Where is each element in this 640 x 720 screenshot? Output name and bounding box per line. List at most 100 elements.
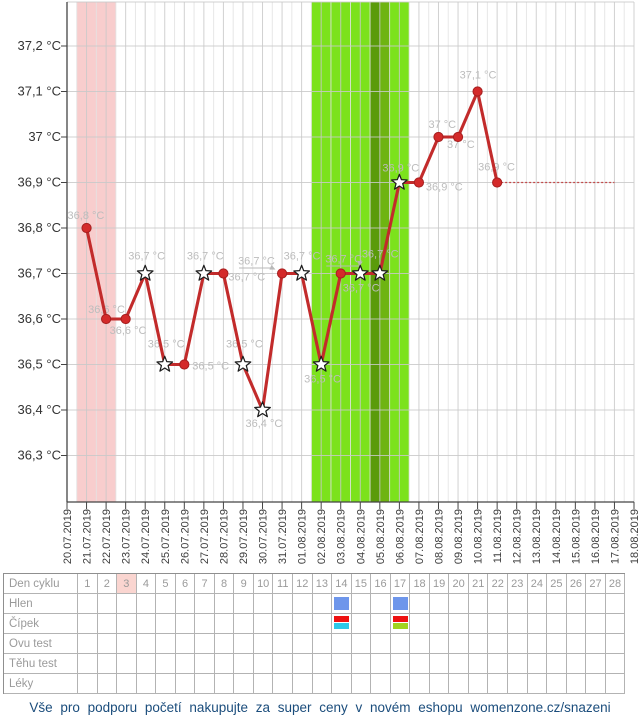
temp-point-06.08.2019[interactable] (390, 173, 408, 190)
ovu-test-day-19[interactable] (429, 634, 450, 654)
ovu-test-day-4[interactable] (136, 634, 157, 654)
-pek-day-15[interactable] (351, 614, 372, 634)
l-ky-day-11[interactable] (273, 674, 294, 694)
ovu-test-day-7[interactable] (195, 634, 215, 654)
-pek-day-19[interactable] (429, 614, 450, 634)
hlen-day-16[interactable] (371, 594, 391, 614)
hlen-day-7[interactable] (195, 594, 215, 614)
ovu-test-day-25[interactable] (547, 634, 567, 654)
ovu-test-day-22[interactable] (488, 634, 509, 654)
temp-point-03.08.2019[interactable] (335, 268, 346, 279)
t-hu-test-day-21[interactable] (468, 654, 489, 674)
t-hu-test-day-26[interactable] (566, 654, 587, 674)
temp-point-02.08.2019[interactable] (312, 355, 330, 372)
temp-point-25.07.2019[interactable] (156, 355, 174, 372)
ovu-test-day-8[interactable] (214, 634, 235, 654)
t-hu-test-day-13[interactable] (312, 654, 333, 674)
hlen-day-20[interactable] (449, 594, 469, 614)
temp-point-11.08.2019[interactable] (492, 177, 503, 188)
ovu-test-day-2[interactable] (97, 634, 118, 654)
temp-point-09.08.2019[interactable] (452, 131, 464, 143)
temp-point-27.07.2019[interactable] (195, 264, 213, 281)
t-hu-test-day-22[interactable] (488, 654, 509, 674)
hlen-day-23[interactable] (508, 594, 528, 614)
-pek-day-7[interactable] (195, 614, 215, 634)
t-hu-test-day-8[interactable] (214, 654, 235, 674)
t-hu-test-day-7[interactable] (195, 654, 215, 674)
t-hu-test-day-3[interactable] (117, 654, 137, 674)
hlen-day-9[interactable] (234, 594, 254, 614)
ovu-test-day-21[interactable] (468, 634, 489, 654)
hlen-day-8[interactable] (214, 594, 235, 614)
temp-point-07.08.2019[interactable] (413, 177, 425, 188)
temp-point-31.07.2019[interactable] (276, 268, 288, 279)
ovu-test-day-27[interactable] (586, 634, 606, 654)
l-ky-day-5[interactable] (156, 674, 176, 694)
t-hu-test-day-4[interactable] (136, 654, 157, 674)
promo-link[interactable]: Vše pro podporu početí nakupujte za supe… (29, 700, 611, 715)
ovu-test-day-1[interactable] (78, 634, 98, 654)
t-hu-test-day-1[interactable] (78, 654, 98, 674)
-pek-day-5[interactable] (156, 614, 176, 634)
ovu-test-day-14[interactable] (332, 634, 352, 654)
t-hu-test-day-20[interactable] (449, 654, 469, 674)
temp-point-21.07.2019[interactable] (81, 222, 92, 234)
-pek-day-9[interactable] (234, 614, 254, 634)
ovu-test-day-6[interactable] (175, 634, 196, 654)
temp-point-05.08.2019[interactable] (371, 264, 389, 281)
hlen-day-26[interactable] (566, 594, 587, 614)
ovu-test-day-17[interactable] (390, 634, 411, 654)
l-ky-day-7[interactable] (195, 674, 215, 694)
hlen-day-1[interactable] (78, 594, 98, 614)
l-ky-day-16[interactable] (371, 674, 391, 694)
hlen-day-18[interactable] (410, 594, 430, 614)
l-ky-day-12[interactable] (293, 674, 313, 694)
temp-point-26.07.2019[interactable] (179, 359, 190, 370)
hlen-day-14[interactable] (332, 594, 352, 614)
hlen-day-19[interactable] (429, 594, 450, 614)
ovu-test-day-3[interactable] (117, 634, 137, 654)
l-ky-day-26[interactable] (566, 674, 587, 694)
-pek-day-27[interactable] (586, 614, 606, 634)
-pek-day-10[interactable] (253, 614, 274, 634)
hlen-day-27[interactable] (586, 594, 606, 614)
hlen-day-12[interactable] (293, 594, 313, 614)
t-hu-test-day-6[interactable] (175, 654, 196, 674)
-pek-day-18[interactable] (410, 614, 430, 634)
hlen-day-5[interactable] (156, 594, 176, 614)
l-ky-day-28[interactable] (605, 674, 626, 694)
hlen-day-13[interactable] (312, 594, 333, 614)
ovu-test-day-26[interactable] (566, 634, 587, 654)
t-hu-test-day-16[interactable] (371, 654, 391, 674)
-pek-day-16[interactable] (371, 614, 391, 634)
l-ky-day-18[interactable] (410, 674, 430, 694)
-pek-day-6[interactable] (175, 614, 196, 634)
t-hu-test-day-17[interactable] (390, 654, 411, 674)
l-ky-day-2[interactable] (97, 674, 118, 694)
hlen-day-2[interactable] (97, 594, 118, 614)
l-ky-day-9[interactable] (234, 674, 254, 694)
ovu-test-day-23[interactable] (508, 634, 528, 654)
t-hu-test-day-28[interactable] (605, 654, 626, 674)
l-ky-day-22[interactable] (488, 674, 509, 694)
ovu-test-day-13[interactable] (312, 634, 333, 654)
ovu-test-day-5[interactable] (156, 634, 176, 654)
hlen-day-24[interactable] (527, 594, 548, 614)
-pek-day-2[interactable] (97, 614, 118, 634)
t-hu-test-day-18[interactable] (410, 654, 430, 674)
temp-point-10.08.2019[interactable] (472, 86, 483, 97)
t-hu-test-day-12[interactable] (293, 654, 313, 674)
temp-point-01.08.2019[interactable] (293, 264, 311, 281)
t-hu-test-day-15[interactable] (351, 654, 372, 674)
-pek-day-8[interactable] (214, 614, 235, 634)
l-ky-day-27[interactable] (586, 674, 606, 694)
-pek-day-23[interactable] (508, 614, 528, 634)
l-ky-day-19[interactable] (429, 674, 450, 694)
-pek-day-21[interactable] (468, 614, 489, 634)
hlen-day-25[interactable] (547, 594, 567, 614)
t-hu-test-day-11[interactable] (273, 654, 294, 674)
temp-point-24.07.2019[interactable] (136, 264, 154, 281)
-pek-day-3[interactable] (117, 614, 137, 634)
l-ky-day-20[interactable] (449, 674, 469, 694)
temp-point-22.07.2019[interactable] (101, 313, 112, 325)
